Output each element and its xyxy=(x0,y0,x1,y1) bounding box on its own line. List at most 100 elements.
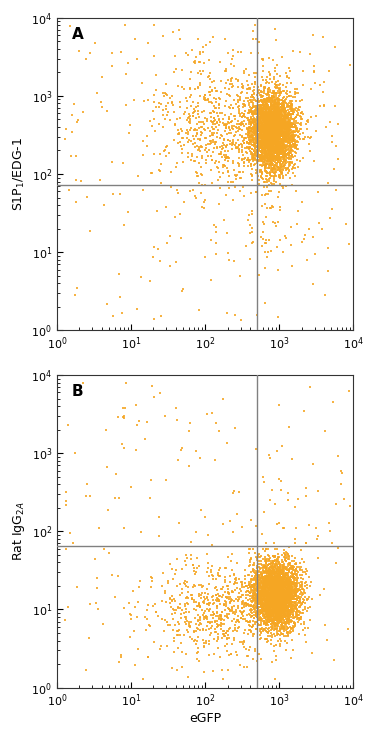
Point xyxy=(277,606,283,618)
Point xyxy=(276,573,282,585)
Point xyxy=(261,577,267,589)
Point xyxy=(286,573,292,585)
Point xyxy=(281,580,287,592)
Point xyxy=(276,114,282,126)
Point xyxy=(239,578,245,590)
Point xyxy=(272,603,278,615)
Point xyxy=(276,587,282,599)
Point xyxy=(287,595,293,607)
Point xyxy=(265,606,271,618)
Point xyxy=(196,304,202,316)
Point xyxy=(271,575,277,587)
Point xyxy=(264,553,270,565)
Point xyxy=(223,119,229,131)
Point xyxy=(273,112,279,124)
Point xyxy=(281,110,287,122)
Point xyxy=(251,612,257,624)
Point xyxy=(282,582,288,594)
Point xyxy=(281,576,287,588)
Point xyxy=(266,159,272,171)
Point xyxy=(284,152,290,163)
Point xyxy=(272,138,278,149)
Point xyxy=(147,620,153,631)
Point xyxy=(272,132,278,144)
Point xyxy=(256,131,262,143)
Point xyxy=(294,574,300,586)
Point xyxy=(214,602,220,614)
Point xyxy=(271,130,277,141)
Point xyxy=(290,570,296,582)
Point xyxy=(282,589,288,601)
Point xyxy=(257,152,263,163)
Point xyxy=(275,618,281,630)
Point xyxy=(279,148,285,160)
Point xyxy=(289,149,295,160)
Point xyxy=(280,578,286,590)
Point xyxy=(281,587,287,598)
Point xyxy=(257,601,263,613)
Point xyxy=(290,612,296,623)
Point xyxy=(275,121,281,132)
Point xyxy=(298,612,304,623)
Point xyxy=(285,152,291,164)
Point xyxy=(281,595,287,606)
Point xyxy=(304,605,310,617)
Point xyxy=(219,129,225,141)
Point xyxy=(175,616,181,628)
Point xyxy=(261,586,267,598)
Point xyxy=(260,577,266,589)
Point xyxy=(277,116,283,127)
Point xyxy=(258,86,264,98)
Point xyxy=(283,555,289,567)
Point xyxy=(277,125,283,137)
Point xyxy=(267,119,273,131)
Point xyxy=(254,155,260,166)
Point xyxy=(283,105,289,117)
Point xyxy=(274,595,280,607)
Point xyxy=(275,104,281,116)
Point xyxy=(196,177,202,188)
Point xyxy=(270,163,276,174)
Point xyxy=(279,576,285,588)
Point xyxy=(194,141,200,152)
Point xyxy=(265,128,271,140)
Point xyxy=(265,595,271,607)
Point xyxy=(258,594,264,606)
Point xyxy=(246,578,252,590)
Point xyxy=(276,574,282,586)
Point xyxy=(161,90,167,102)
Point xyxy=(251,124,257,135)
Point xyxy=(263,574,269,586)
Point xyxy=(230,526,236,538)
Point xyxy=(256,577,262,589)
Point xyxy=(245,154,251,166)
Point xyxy=(274,125,280,137)
Point xyxy=(289,571,295,583)
Point xyxy=(174,581,180,592)
Point xyxy=(288,567,294,579)
Point xyxy=(323,121,329,133)
Point xyxy=(268,160,274,171)
Point xyxy=(284,582,290,594)
Point xyxy=(277,609,283,621)
Point xyxy=(268,608,274,620)
Point xyxy=(266,234,272,246)
Point xyxy=(202,251,208,263)
Point xyxy=(222,66,228,77)
Point xyxy=(271,595,277,607)
Point xyxy=(269,117,275,129)
Point xyxy=(267,157,273,169)
Point xyxy=(263,102,269,114)
Point xyxy=(269,576,275,588)
Point xyxy=(263,598,269,610)
Point xyxy=(272,579,278,591)
Point xyxy=(158,158,164,169)
Point xyxy=(223,591,229,603)
Point xyxy=(277,124,283,135)
Point xyxy=(284,612,290,624)
Point xyxy=(164,89,170,101)
Point xyxy=(268,578,274,590)
Point xyxy=(218,609,224,621)
Point xyxy=(268,571,274,583)
Point xyxy=(266,144,272,155)
